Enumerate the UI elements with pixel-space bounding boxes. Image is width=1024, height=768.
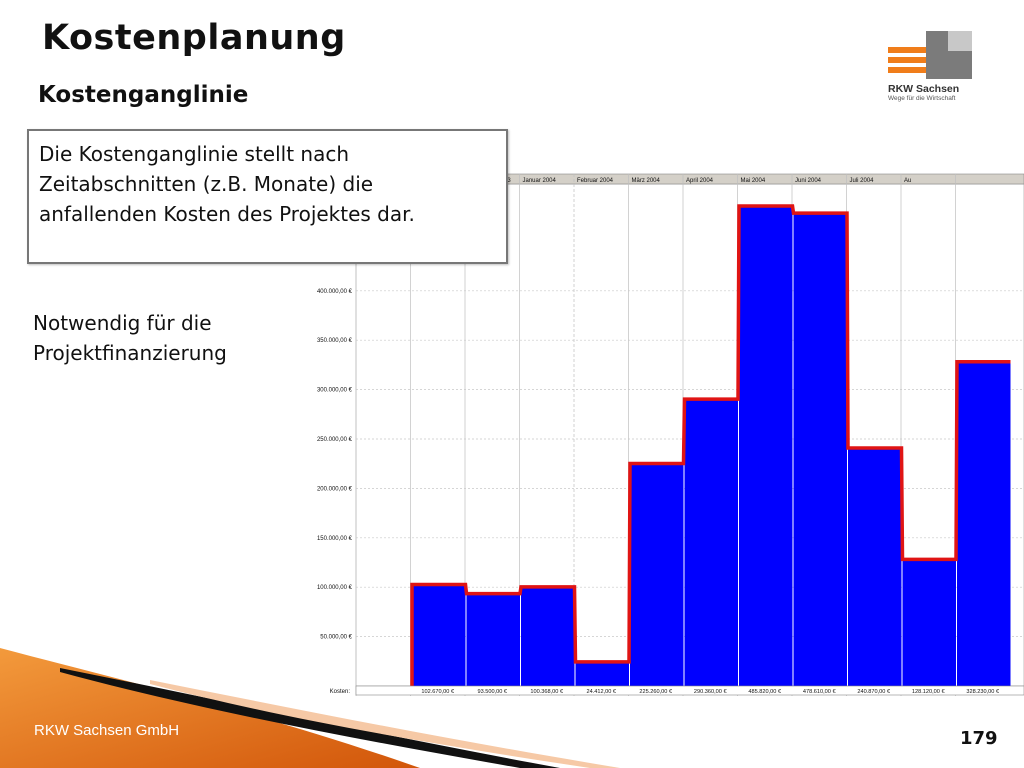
cost-bar [412,584,466,686]
month-label: Mai 2004 [741,178,766,184]
y-tick-label: 350.000,00 € [317,338,353,344]
bar-value-label: 290.360,00 € [694,689,728,695]
bar-value-label: 485.820,00 € [748,689,782,695]
cost-bar [848,448,902,686]
bar-value-label: 100.368,00 € [530,689,564,695]
cost-bar [521,586,575,686]
month-label: April 2004 [686,178,714,184]
cost-bar [957,361,1011,686]
logo-tagline: Wege für die Wirtschaft [888,95,956,102]
slide-subtitle: Kostenganglinie [38,82,249,108]
cost-bar [902,559,956,686]
note-text: Notwendig für die Projektfinanzierung [33,308,227,368]
footer-swoosh [0,648,620,768]
slide-title: Kostenplanung [42,18,346,58]
cost-step-line [410,204,1011,686]
page-number: 179 [960,728,998,749]
y-tick-label: 200.000,00 € [317,486,353,492]
y-tick-label: 100.000,00 € [317,585,353,591]
y-tick-label: 300.000,00 € [317,388,353,394]
y-tick-label: 50.000,00 € [320,635,352,641]
bar-value-label: 24.412,00 € [586,689,616,695]
logo-name: RKW Sachsen [888,83,960,95]
cost-bar [684,399,738,686]
bar-value-label: 128.120,00 € [912,689,946,695]
month-label: März 2004 [632,178,661,184]
cost-bar [739,206,793,687]
kostenganglinie-chart: November 2003Dezember 2003Januar 2004Feb… [298,172,1024,698]
month-label: Juni 2004 [795,178,822,184]
y-tick-label: 400.000,00 € [317,289,353,295]
footer-company: RKW Sachsen GmbH [34,722,180,739]
cost-bar [793,213,847,687]
cost-bar [466,593,520,686]
month-label: Juli 2004 [850,178,875,184]
row-label: Kosten: [330,689,351,695]
callout-box: Die Kostenganglinie stellt nach Zeitabsc… [27,129,508,264]
month-label: Au [904,178,911,184]
month-label: Januar 2004 [523,178,557,184]
bar-value-label: 240.870,00 € [857,689,891,695]
y-tick-label: 150.000,00 € [317,536,353,542]
bar-value-label: 102.670,00 € [421,689,455,695]
bar-value-label: 93.500,00 € [477,689,507,695]
cost-bar [575,661,629,686]
note-line-2: Projektfinanzierung [33,341,227,365]
bar-value-label: 328.230,00 € [966,689,1000,695]
note-line-1: Notwendig für die [33,311,212,335]
month-label: Februar 2004 [577,178,614,184]
y-tick-label: 250.000,00 € [317,437,353,443]
value-row [355,685,1024,696]
rkw-logo-icon [888,31,972,79]
cost-bar [630,463,684,686]
bar-value-label: 225.260,00 € [639,689,673,695]
bar-value-label: 478.610,00 € [803,689,837,695]
